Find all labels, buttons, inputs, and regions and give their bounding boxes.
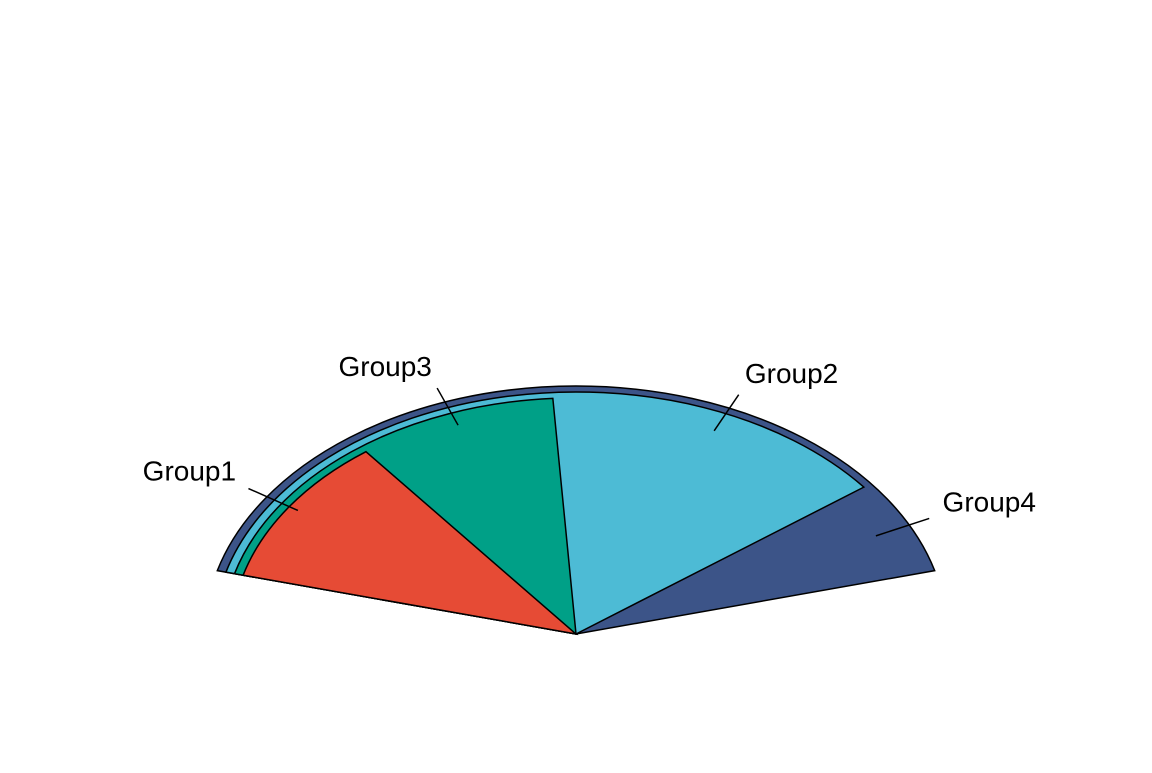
label-leader [875,517,930,537]
label-leader [436,387,459,426]
label-leader [248,487,299,512]
slice-label: Group2 [745,358,838,389]
slice-label: Group3 [338,351,431,382]
slice-label: Group1 [143,455,236,486]
label-leader [713,394,740,432]
slice-label: Group4 [943,486,1036,517]
